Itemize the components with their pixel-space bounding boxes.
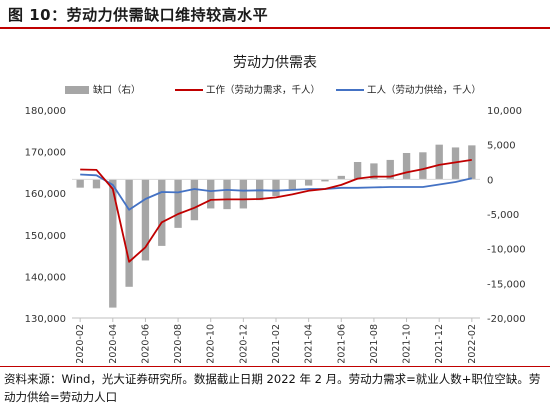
- gap-bar: [370, 163, 378, 180]
- x-axis-tick-label: 2021-10: [402, 324, 413, 364]
- left-axis-tick-label: 150,000: [25, 231, 66, 242]
- footnote-rule: [0, 366, 550, 367]
- legend: 缺口（右） 工作（劳动力需求，千人） 工人（劳动力供给，千人）: [65, 84, 481, 96]
- gap-bar: [435, 144, 443, 180]
- gap-bar: [321, 179, 329, 182]
- supply-series-line: [80, 173, 473, 211]
- x-axis-tick-label: 2021-02: [271, 324, 282, 364]
- x-axis-tick-label: 2020-02: [75, 324, 86, 364]
- legend-label-gap: 缺口（右）: [93, 84, 141, 96]
- x-axis-tick-label: 2021-08: [369, 324, 380, 364]
- gap-bar: [304, 179, 313, 186]
- source-footnote: 资料来源：Wind，光大证券研究所。数据截止日期 2022 年 2 月。劳动力需…: [4, 372, 541, 404]
- right-axis-tick-label: 0: [487, 175, 493, 186]
- x-axis-tick-label: 2021-04: [304, 324, 315, 364]
- gap-bar: [402, 152, 411, 180]
- legend-swatch-gap: [65, 86, 89, 94]
- gap-bar: [468, 145, 476, 180]
- legend-label-supply: 工人（劳动力供给，千人）: [367, 84, 481, 96]
- x-axis-tick-label: 2020-04: [108, 324, 119, 364]
- x-axis-tick-label: 2022-02: [467, 324, 478, 364]
- gap-bar: [207, 179, 215, 209]
- gap-bar: [239, 179, 248, 209]
- chart-title: 劳动力供需表: [233, 55, 317, 71]
- gap-bar: [76, 179, 84, 188]
- gap-bar: [337, 175, 345, 180]
- gap-bar: [386, 159, 394, 180]
- right-axis-tick-label: 5,000: [487, 141, 516, 152]
- gap-bar: [451, 147, 460, 180]
- right-axis-tick-label: -5,000: [487, 210, 519, 221]
- x-axis-tick-label: 2020-12: [238, 324, 249, 364]
- gap-bar: [158, 179, 166, 246]
- gap-bar: [109, 179, 117, 308]
- x-axis-tick-label: 2020-06: [140, 324, 151, 364]
- left-axis-tick-label: 140,000: [25, 272, 66, 283]
- figure-title: 图 10：劳动力供需缺口维持较高水平: [8, 6, 269, 24]
- right-axis-tick-label: 10,000: [487, 106, 522, 117]
- right-axis-tick-label: -15,000: [487, 279, 526, 290]
- demand-series-line: [80, 159, 472, 263]
- title-rule: [0, 27, 550, 29]
- gap-bar: [288, 179, 296, 190]
- gap-bar: [125, 179, 133, 287]
- left-axis-tick-label: 130,000: [25, 314, 66, 325]
- gap-bar: [272, 179, 280, 196]
- gap-bar: [92, 179, 101, 189]
- right-axis-tick-label: -10,000: [487, 245, 526, 256]
- gap-bar: [190, 179, 199, 221]
- left-axis-tick-label: 170,000: [25, 148, 66, 159]
- x-axis-tick-label: 2021-06: [336, 324, 347, 364]
- x-axis-tick-label: 2020-08: [173, 324, 184, 364]
- gap-bar: [419, 152, 427, 180]
- gap-bar: [174, 179, 182, 228]
- legend-label-demand: 工作（劳动力需求，千人）: [206, 84, 320, 96]
- right-axis-tick-label: -20,000: [487, 314, 526, 325]
- labor-supply-demand-chart: 劳动力供需表 缺口（右） 工作（劳动力需求，千人） 工人（劳动力供给，千人） 1…: [25, 55, 526, 364]
- left-axis-tick-label: 160,000: [25, 189, 66, 200]
- left-axis-tick-label: 180,000: [25, 106, 66, 117]
- gap-bar: [353, 162, 362, 180]
- gap-bar: [141, 179, 150, 261]
- x-axis-tick-label: 2021-12: [434, 324, 445, 364]
- x-axis-tick-label: 2020-10: [206, 324, 217, 364]
- gap-bar: [223, 179, 231, 210]
